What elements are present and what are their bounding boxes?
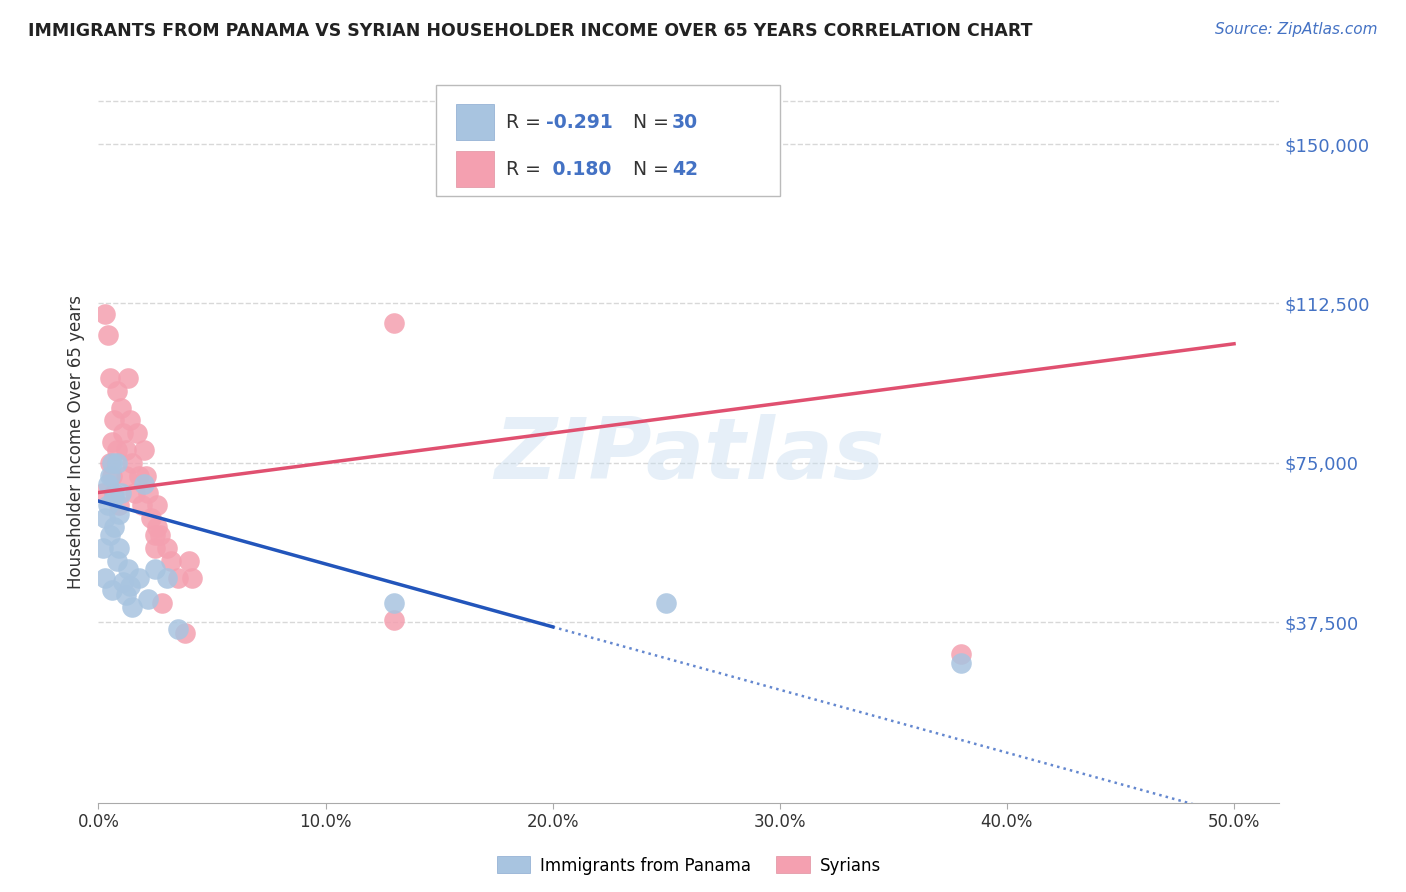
Point xyxy=(112,425,135,440)
Point xyxy=(101,468,124,483)
Point xyxy=(121,600,143,615)
Text: R =: R = xyxy=(506,112,547,131)
Point xyxy=(146,498,169,512)
Text: R =: R = xyxy=(506,160,547,178)
Point xyxy=(98,371,121,385)
Point xyxy=(108,541,131,555)
Point xyxy=(124,485,146,500)
Text: ZIPatlas: ZIPatlas xyxy=(494,415,884,498)
Point xyxy=(114,588,136,602)
Point xyxy=(128,468,150,483)
Text: 30: 30 xyxy=(672,112,699,131)
Point xyxy=(155,570,177,584)
Point xyxy=(91,485,114,500)
Point xyxy=(179,553,201,567)
Point xyxy=(132,443,155,458)
Point xyxy=(121,456,143,470)
Point xyxy=(131,498,153,512)
Point xyxy=(101,434,124,449)
Point xyxy=(117,562,139,576)
Point xyxy=(101,456,124,470)
Point xyxy=(138,485,160,500)
Point xyxy=(103,485,125,500)
Point xyxy=(655,596,678,610)
Point xyxy=(108,507,131,521)
Point xyxy=(96,477,118,491)
Point xyxy=(125,425,148,440)
Point xyxy=(105,443,128,458)
Point xyxy=(110,485,132,500)
Point xyxy=(180,570,202,584)
Point xyxy=(105,456,128,470)
Point xyxy=(96,328,118,343)
Text: N =: N = xyxy=(621,160,675,178)
Point xyxy=(382,613,405,627)
Point xyxy=(112,574,135,589)
Point xyxy=(105,553,128,567)
Y-axis label: Householder Income Over 65 years: Householder Income Over 65 years xyxy=(66,294,84,589)
Point xyxy=(173,625,195,640)
Point xyxy=(143,541,166,555)
Text: Source: ZipAtlas.com: Source: ZipAtlas.com xyxy=(1215,22,1378,37)
Point xyxy=(128,570,150,584)
Point xyxy=(382,596,405,610)
Point xyxy=(110,401,132,415)
Point xyxy=(114,443,136,458)
Point xyxy=(149,528,172,542)
Text: IMMIGRANTS FROM PANAMA VS SYRIAN HOUSEHOLDER INCOME OVER 65 YEARS CORRELATION CH: IMMIGRANTS FROM PANAMA VS SYRIAN HOUSEHO… xyxy=(28,22,1032,40)
Point xyxy=(146,519,169,533)
Point xyxy=(105,384,128,398)
Point xyxy=(143,528,166,542)
Point xyxy=(138,591,160,606)
Point xyxy=(103,490,125,504)
Text: N =: N = xyxy=(621,112,675,131)
Point xyxy=(139,511,162,525)
Point xyxy=(94,570,117,584)
Point xyxy=(103,413,125,427)
Point xyxy=(160,553,183,567)
Point xyxy=(94,511,117,525)
Point xyxy=(150,596,173,610)
Point xyxy=(950,656,973,670)
Point xyxy=(143,562,166,576)
Point xyxy=(98,528,121,542)
Point xyxy=(117,371,139,385)
Point xyxy=(382,316,405,330)
Point xyxy=(950,647,973,661)
Point xyxy=(135,468,157,483)
Point xyxy=(120,413,142,427)
Text: 42: 42 xyxy=(672,160,697,178)
Point xyxy=(167,622,190,636)
Point xyxy=(132,477,155,491)
Point xyxy=(91,541,114,555)
Text: -0.291: -0.291 xyxy=(546,112,612,131)
Point xyxy=(101,583,124,598)
Point xyxy=(167,570,190,584)
Point xyxy=(98,456,121,470)
Point xyxy=(94,307,117,321)
Point xyxy=(155,541,177,555)
Point xyxy=(108,498,131,512)
Legend: Immigrants from Panama, Syrians: Immigrants from Panama, Syrians xyxy=(491,850,887,881)
Point xyxy=(98,468,121,483)
Point xyxy=(114,468,136,483)
Text: 0.180: 0.180 xyxy=(546,160,610,178)
Point xyxy=(103,519,125,533)
Point xyxy=(96,498,118,512)
Point xyxy=(120,579,142,593)
